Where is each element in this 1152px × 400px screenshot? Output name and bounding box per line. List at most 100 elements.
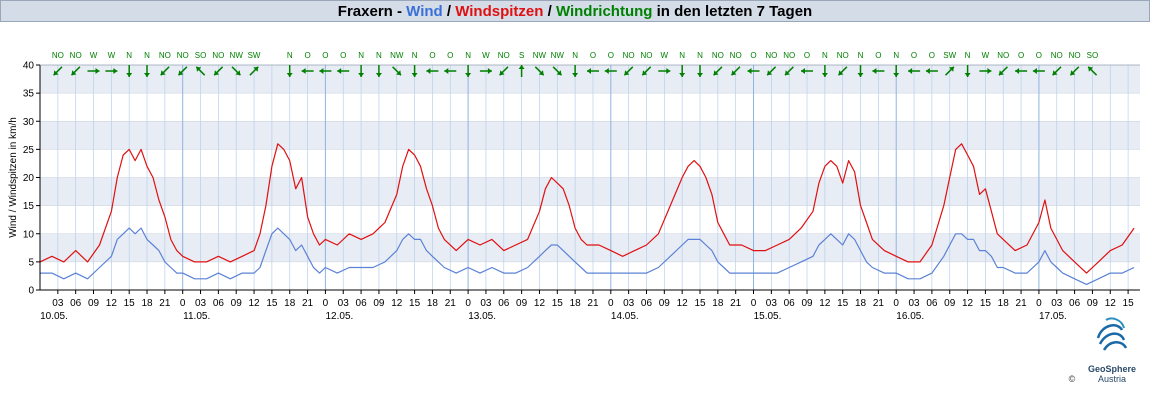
day-label: 13.05. bbox=[468, 311, 496, 322]
day-label: 11.05. bbox=[183, 311, 210, 322]
direction-arrowhead-icon bbox=[286, 73, 293, 77]
gust-series-line bbox=[39, 143, 1135, 274]
direction-label: NO bbox=[177, 51, 189, 60]
direction-label: O bbox=[429, 51, 435, 60]
direction-arrowhead-icon bbox=[624, 70, 630, 76]
direction-label: N bbox=[144, 51, 150, 60]
wind-series-line bbox=[40, 227, 1135, 285]
y-axis-label: Wind / Windspitzen in km/h bbox=[8, 117, 19, 238]
day-label: 10.05. bbox=[40, 311, 68, 322]
direction-arrowhead-icon bbox=[235, 70, 241, 76]
x-tick-label: 09 bbox=[659, 298, 671, 309]
x-tick-label: 21 bbox=[873, 298, 885, 309]
y-tick-label: 25 bbox=[23, 145, 35, 156]
x-tick-label: 18 bbox=[570, 298, 582, 309]
x-tick-label: 06 bbox=[70, 298, 82, 309]
direction-label: NW bbox=[230, 51, 244, 60]
direction-label: O bbox=[750, 51, 756, 60]
direction-label: O bbox=[804, 51, 810, 60]
direction-arrowhead-icon bbox=[893, 73, 900, 77]
direction-arrowhead-icon bbox=[196, 66, 202, 72]
title-wind: Wind bbox=[406, 3, 443, 20]
direction-arrowhead-icon bbox=[666, 68, 671, 74]
direction-arrowhead-icon bbox=[556, 70, 562, 76]
direction-arrowhead-icon bbox=[518, 65, 525, 69]
logo-copyright: © bbox=[1069, 374, 1076, 384]
x-tick-label: 15 bbox=[124, 298, 136, 309]
direction-label: N bbox=[572, 51, 578, 60]
direction-label: NO bbox=[712, 51, 724, 60]
x-tick-label: 0 bbox=[465, 298, 471, 309]
x-tick-label: 03 bbox=[908, 298, 920, 309]
direction-label: N bbox=[679, 51, 685, 60]
x-tick-label: 0 bbox=[180, 298, 186, 309]
direction-label: N bbox=[965, 51, 971, 60]
x-tick-label: 15 bbox=[266, 298, 278, 309]
y-tick-label: 40 bbox=[23, 61, 35, 72]
direction-label: NO bbox=[1069, 51, 1081, 60]
x-tick-label: 18 bbox=[712, 298, 724, 309]
x-tick-label: 06 bbox=[213, 298, 225, 309]
direction-label: O bbox=[304, 51, 310, 60]
direction-arrowhead-icon bbox=[987, 68, 992, 74]
direction-label: N bbox=[697, 51, 703, 60]
direction-arrowhead-icon bbox=[396, 70, 401, 76]
direction-label: W bbox=[482, 51, 490, 60]
x-tick-label: 09 bbox=[1087, 298, 1099, 309]
title-suffix: in den letzten 7 Tagen bbox=[652, 3, 813, 20]
direction-label: O bbox=[447, 51, 453, 60]
direction-arrowhead-icon bbox=[53, 70, 59, 76]
x-tick-label: 06 bbox=[784, 298, 796, 309]
direction-label: NO bbox=[997, 51, 1009, 60]
direction-label: O bbox=[590, 51, 596, 60]
direction-label: N bbox=[465, 51, 471, 60]
direction-label: NW bbox=[533, 51, 547, 60]
direction-label: N bbox=[858, 51, 864, 60]
direction-arrowhead-icon bbox=[964, 73, 971, 77]
x-tick-label: 03 bbox=[52, 298, 64, 309]
direction-label: NO bbox=[765, 51, 777, 60]
direction-arrowhead-icon bbox=[465, 73, 472, 77]
x-tick-label: 21 bbox=[587, 298, 599, 309]
x-tick-label: 12 bbox=[391, 298, 403, 309]
x-tick-label: 12 bbox=[1105, 298, 1117, 309]
x-tick-label: 21 bbox=[302, 298, 314, 309]
x-tick-label: 06 bbox=[356, 298, 368, 309]
x-tick-label: 0 bbox=[893, 298, 899, 309]
direction-label: NO bbox=[159, 51, 171, 60]
x-tick-label: 03 bbox=[623, 298, 635, 309]
x-tick-label: 09 bbox=[801, 298, 813, 309]
x-tick-label: 21 bbox=[159, 298, 171, 309]
direction-label: W bbox=[108, 51, 116, 60]
y-tick-label: 20 bbox=[23, 173, 35, 184]
direction-label: N bbox=[358, 51, 364, 60]
direction-label: O bbox=[875, 51, 881, 60]
x-tick-label: 12 bbox=[962, 298, 974, 309]
day-label: 14.05. bbox=[611, 311, 639, 322]
y-tick-label: 0 bbox=[28, 286, 34, 297]
title-direction: Windrichtung bbox=[555, 3, 653, 20]
x-tick-label: 18 bbox=[998, 298, 1010, 309]
direction-arrowhead-icon bbox=[375, 73, 382, 77]
direction-arrowhead-icon bbox=[301, 68, 306, 74]
geosphere-logo: GeoSphere Austria © bbox=[1069, 317, 1136, 384]
x-tick-label: 12 bbox=[106, 298, 118, 309]
x-tick-label: 09 bbox=[88, 298, 100, 309]
direction-arrowhead-icon bbox=[126, 73, 133, 77]
direction-arrowhead-icon bbox=[487, 68, 492, 74]
direction-label: SO bbox=[1087, 51, 1099, 60]
title-slash-1: / bbox=[442, 3, 456, 20]
direction-label: SW bbox=[943, 51, 956, 60]
x-tick-label: 12 bbox=[248, 298, 260, 309]
direction-arrowhead-icon bbox=[572, 73, 579, 77]
x-tick-label: 15 bbox=[980, 298, 992, 309]
x-tick-label: 09 bbox=[944, 298, 956, 309]
direction-label: NW bbox=[390, 51, 404, 60]
y-tick-label: 15 bbox=[23, 201, 35, 212]
direction-label: SW bbox=[248, 51, 261, 60]
x-tick-label: 03 bbox=[766, 298, 778, 309]
direction-label: NO bbox=[70, 51, 82, 60]
y-tick-label: 30 bbox=[23, 117, 35, 128]
day-label: 12.05. bbox=[325, 311, 353, 322]
title-slash-2: / bbox=[543, 3, 556, 20]
